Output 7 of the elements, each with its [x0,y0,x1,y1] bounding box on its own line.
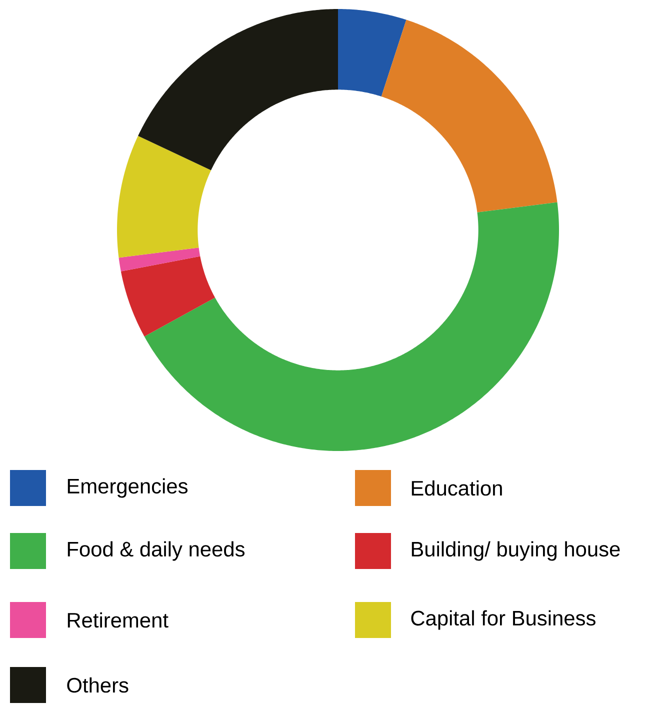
legend-label: Building/ buying house [412,541,620,561]
legend-label: Others [67,677,128,693]
legend-label: Retirement [68,612,168,628]
legend-label: Food & daily needs [68,541,245,561]
legend-label: Capital for Business [411,610,596,630]
legend-label: Education [412,480,502,496]
legend-label: Emergencies [68,478,188,498]
